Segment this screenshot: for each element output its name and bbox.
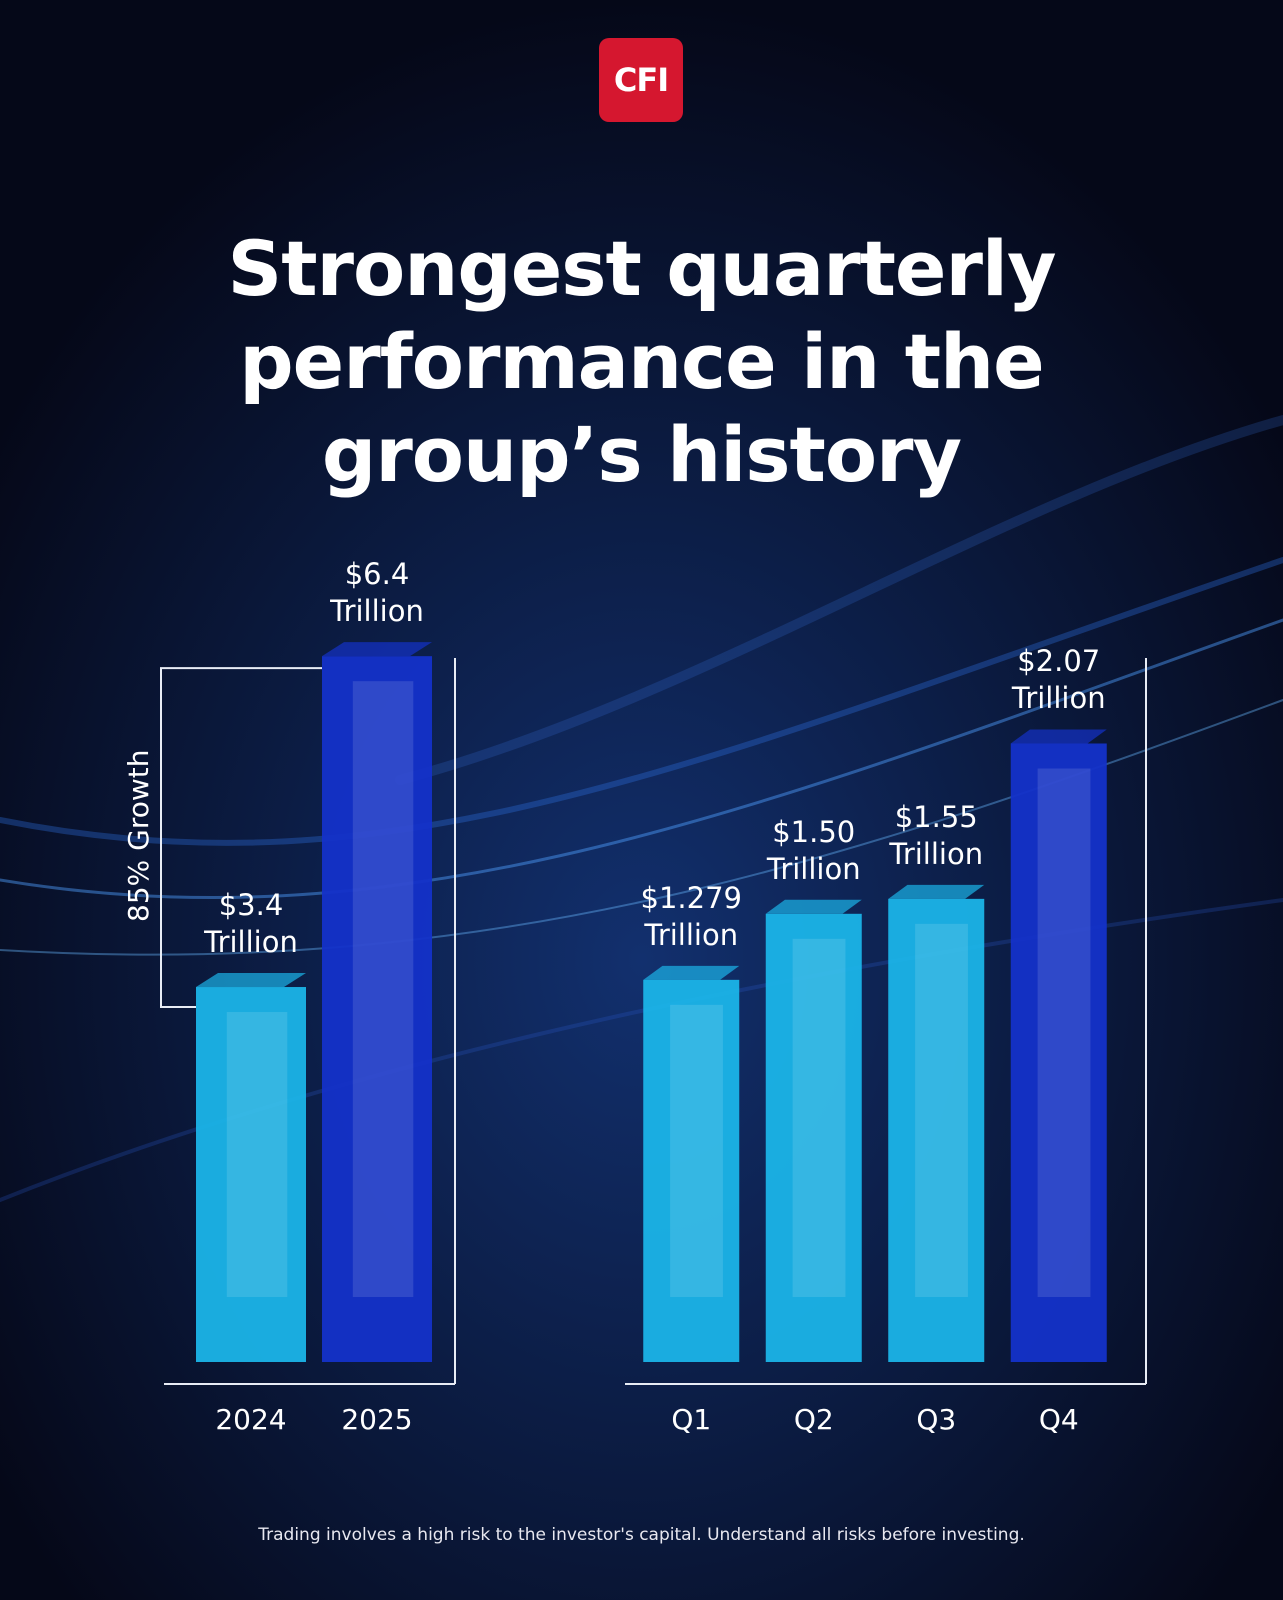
- bar-face: [670, 1004, 723, 1297]
- bar-top: [643, 965, 740, 980]
- x-tick-label: Q3: [916, 1403, 957, 1436]
- growth-bracket: [160, 667, 322, 1009]
- bar-top: [888, 884, 985, 899]
- x-tick-label: 2024: [215, 1403, 287, 1436]
- logo: CFI: [599, 38, 683, 122]
- bar-face: [915, 923, 968, 1297]
- bar: [196, 987, 306, 1362]
- bar-top: [322, 642, 432, 657]
- axes: [164, 658, 1147, 1385]
- bar: [322, 656, 432, 1362]
- light-streaks: [0, 415, 1283, 1202]
- bar-face: [226, 1012, 288, 1297]
- title: Strongest quarterly performance in the g…: [227, 224, 1056, 499]
- disclaimer: Trading involves a high risk to the inve…: [258, 1525, 1025, 1545]
- bar: [1010, 743, 1107, 1362]
- x-tick-label: Q4: [1038, 1403, 1079, 1436]
- x-tick-label: Q2: [793, 1403, 834, 1436]
- bar: [643, 979, 740, 1362]
- value-label: $1.50 Trillion: [766, 814, 861, 886]
- bar: [765, 913, 862, 1362]
- bar-face: [1037, 768, 1091, 1297]
- bar-face: [792, 938, 846, 1297]
- x-tick-label: 2025: [341, 1403, 413, 1436]
- bar-top: [1010, 729, 1107, 744]
- bar-top: [196, 973, 306, 988]
- bar-top: [765, 899, 862, 914]
- x-tick-label: Q1: [671, 1403, 712, 1436]
- bar: [888, 898, 985, 1362]
- growth-annotation: 85% Growth: [122, 749, 155, 922]
- value-label: $1.55 Trillion: [889, 799, 984, 871]
- value-label: $1.279 Trillion: [640, 880, 742, 952]
- value-label: $6.4 Trillion: [330, 557, 424, 629]
- value-label: $3.4 Trillion: [204, 888, 298, 960]
- bar-face: [352, 681, 414, 1297]
- value-label: $2.07 Trillion: [1011, 644, 1106, 716]
